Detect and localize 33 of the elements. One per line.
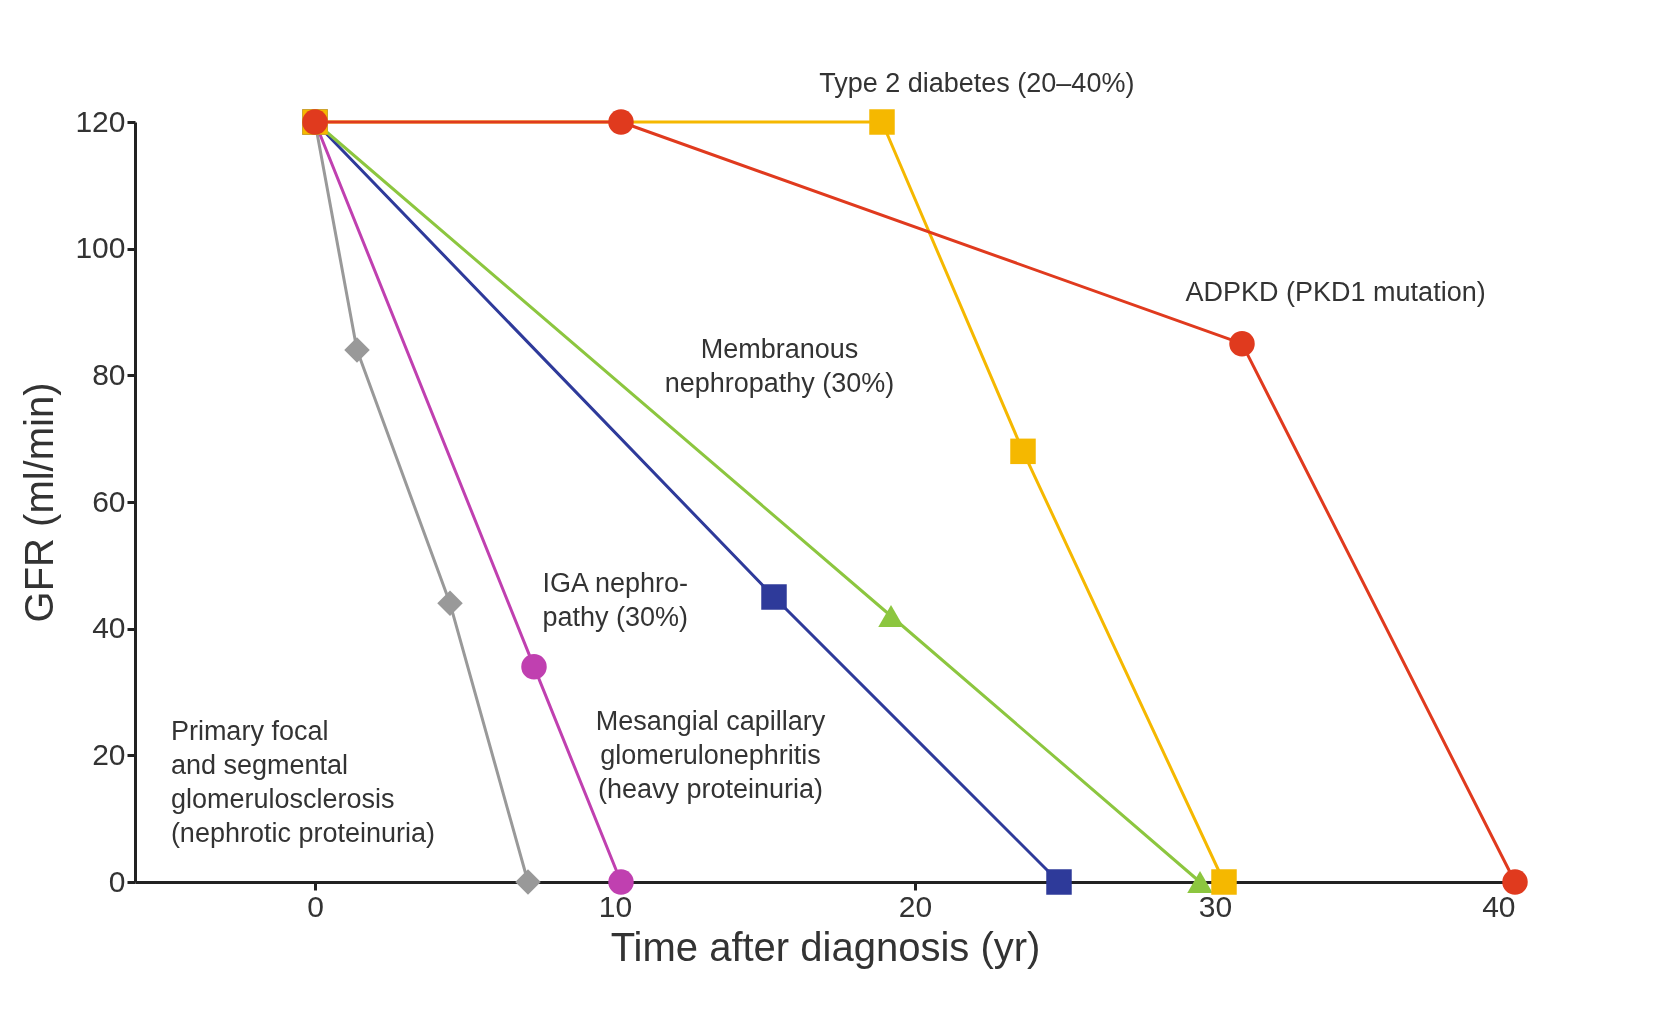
text: Type 2 diabetes (20–40%) bbox=[819, 68, 1135, 98]
annotation: ADPKD (PKD1 mutation) bbox=[1185, 277, 1486, 307]
x-tick-label: 30 bbox=[1198, 889, 1233, 923]
annotation: Membranous nephropathy (30%) bbox=[664, 334, 895, 398]
y-tick-label: 20 bbox=[92, 737, 126, 771]
x-axis-title: Time after diagnosis (yr) bbox=[610, 924, 1041, 969]
point bbox=[521, 653, 547, 680]
y-tick-label: 100 bbox=[75, 231, 126, 265]
annotation: IGA nephro- pathy (30%) bbox=[542, 568, 689, 633]
point bbox=[1229, 330, 1255, 357]
y-tick-label: 60 bbox=[92, 484, 126, 518]
x-tick-label: 40 bbox=[1482, 889, 1516, 923]
y-tick-label: 80 bbox=[92, 357, 126, 391]
point bbox=[1502, 869, 1528, 895]
point bbox=[869, 109, 895, 135]
y-tick-label: 0 bbox=[108, 864, 126, 898]
y-axis-title: GFR (ml/min) bbox=[17, 382, 62, 623]
point bbox=[1010, 438, 1036, 465]
x-tick-label: 0 bbox=[307, 889, 324, 923]
point bbox=[344, 337, 370, 363]
point bbox=[1046, 869, 1072, 895]
point bbox=[761, 584, 787, 610]
point bbox=[515, 869, 541, 895]
point bbox=[608, 109, 634, 135]
point bbox=[608, 869, 634, 895]
y-tick-label: 40 bbox=[92, 611, 126, 645]
point bbox=[1211, 869, 1237, 895]
x-tick-label: 10 bbox=[598, 889, 633, 923]
x-tick-label: 20 bbox=[898, 889, 933, 923]
annotation: Mesangial capillary glomerulonephritis (heavy proteinuria) bbox=[595, 706, 826, 805]
annotation: Primary focal and segmental glomerulosclerosis (nephrotic proteinuria) bbox=[170, 716, 436, 848]
point bbox=[437, 590, 463, 617]
y-tick-label: 120 bbox=[75, 104, 126, 138]
